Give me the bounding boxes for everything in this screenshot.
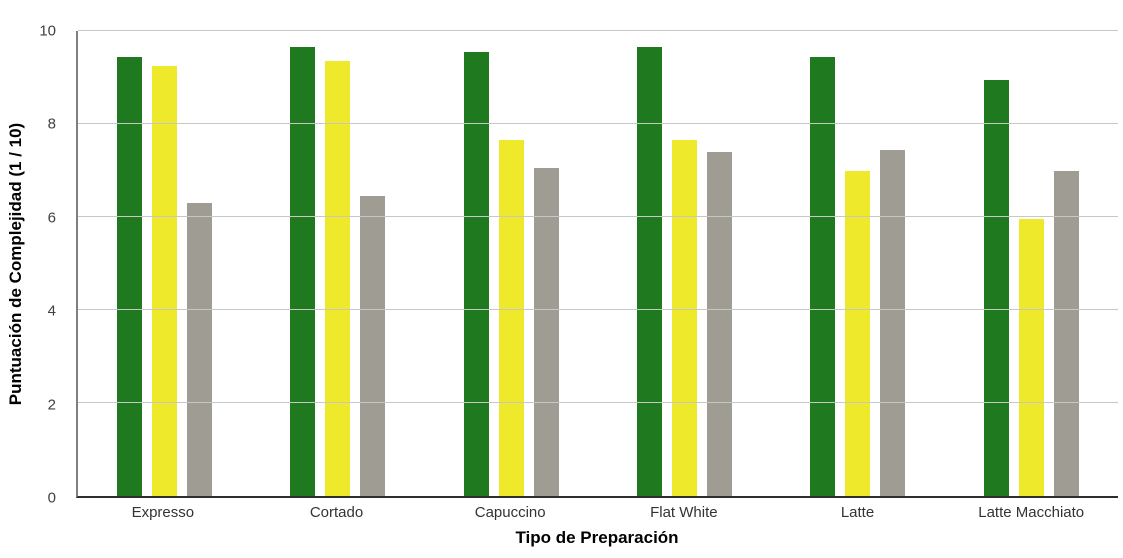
gridline: [78, 309, 1118, 310]
bar-yellow: [325, 61, 351, 496]
y-tick-label: 2: [47, 396, 56, 414]
bar-group: [598, 31, 771, 496]
y-tick-label: 4: [47, 302, 56, 320]
bar-green: [983, 79, 1009, 496]
x-axis-label: Cortado: [309, 504, 364, 521]
x-axis-title: Tipo de Preparación: [515, 528, 679, 547]
y-tick-label: 6: [47, 209, 56, 227]
x-axis-labels: Expresso Cortado Capuccino Flat White Latte L…: [76, 504, 1118, 521]
bar-gray: [360, 196, 386, 496]
plot-area: [76, 30, 1118, 498]
bar-yellow: [845, 170, 871, 496]
bar-gray: [707, 151, 733, 496]
gridline: [78, 402, 1118, 403]
bar-yellow: [498, 140, 524, 496]
x-axis-label: Latte Macchiato: [978, 504, 1085, 521]
bar-green: [637, 47, 663, 496]
bar-green: [810, 56, 836, 496]
y-tick-label: 10: [39, 22, 56, 40]
bar-gray: [880, 149, 906, 496]
bar-green: [290, 47, 316, 496]
bar-gray: [1053, 170, 1079, 496]
x-axis-label: Capuccino: [474, 504, 546, 521]
bar-group: [425, 31, 598, 496]
bar-green: [117, 56, 143, 496]
x-axis-label: Expresso: [131, 504, 195, 521]
bar-yellow: [1018, 219, 1044, 496]
x-axis-label: Flat White: [650, 504, 718, 521]
bar-group: [251, 31, 424, 496]
bar-group: [945, 31, 1118, 496]
x-axis-label: Latte: [840, 504, 875, 521]
y-axis-tick-labels: 0 2 4 6 8 10: [0, 23, 64, 507]
bar-gray: [533, 168, 559, 496]
gridline: [78, 30, 1118, 31]
bar-green: [463, 51, 489, 496]
bar-yellow: [152, 65, 178, 496]
bar-gray: [187, 203, 213, 496]
bar-yellow: [672, 140, 698, 496]
bar-groups: [78, 31, 1118, 496]
y-tick-label: 0: [47, 489, 56, 507]
gridline: [78, 123, 1118, 124]
gridline: [78, 216, 1118, 217]
bar-group: [771, 31, 944, 496]
bar-group: [78, 31, 251, 496]
y-tick-label: 8: [47, 115, 56, 133]
